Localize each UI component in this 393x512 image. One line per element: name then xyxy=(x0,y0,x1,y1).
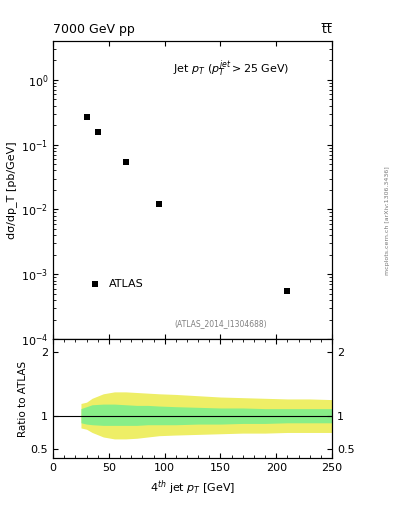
X-axis label: $4^{th}$ jet $p_T$ [GeV]: $4^{th}$ jet $p_T$ [GeV] xyxy=(150,479,235,497)
Text: ATLAS: ATLAS xyxy=(109,279,143,289)
Text: (ATLAS_2014_I1304688): (ATLAS_2014_I1304688) xyxy=(174,319,267,329)
Y-axis label: dσ/dp_T [pb/GeV]: dσ/dp_T [pb/GeV] xyxy=(6,141,17,239)
Text: mcplots.cern.ch [arXiv:1306.3436]: mcplots.cern.ch [arXiv:1306.3436] xyxy=(385,166,389,274)
Text: t̅t̅: t̅t̅ xyxy=(322,23,332,36)
Y-axis label: Ratio to ATLAS: Ratio to ATLAS xyxy=(18,360,28,437)
Text: 7000 GeV pp: 7000 GeV pp xyxy=(53,23,135,36)
Text: Jet $p_T$ ($p_T^{jet}>$25 GeV): Jet $p_T$ ($p_T^{jet}>$25 GeV) xyxy=(173,58,290,79)
